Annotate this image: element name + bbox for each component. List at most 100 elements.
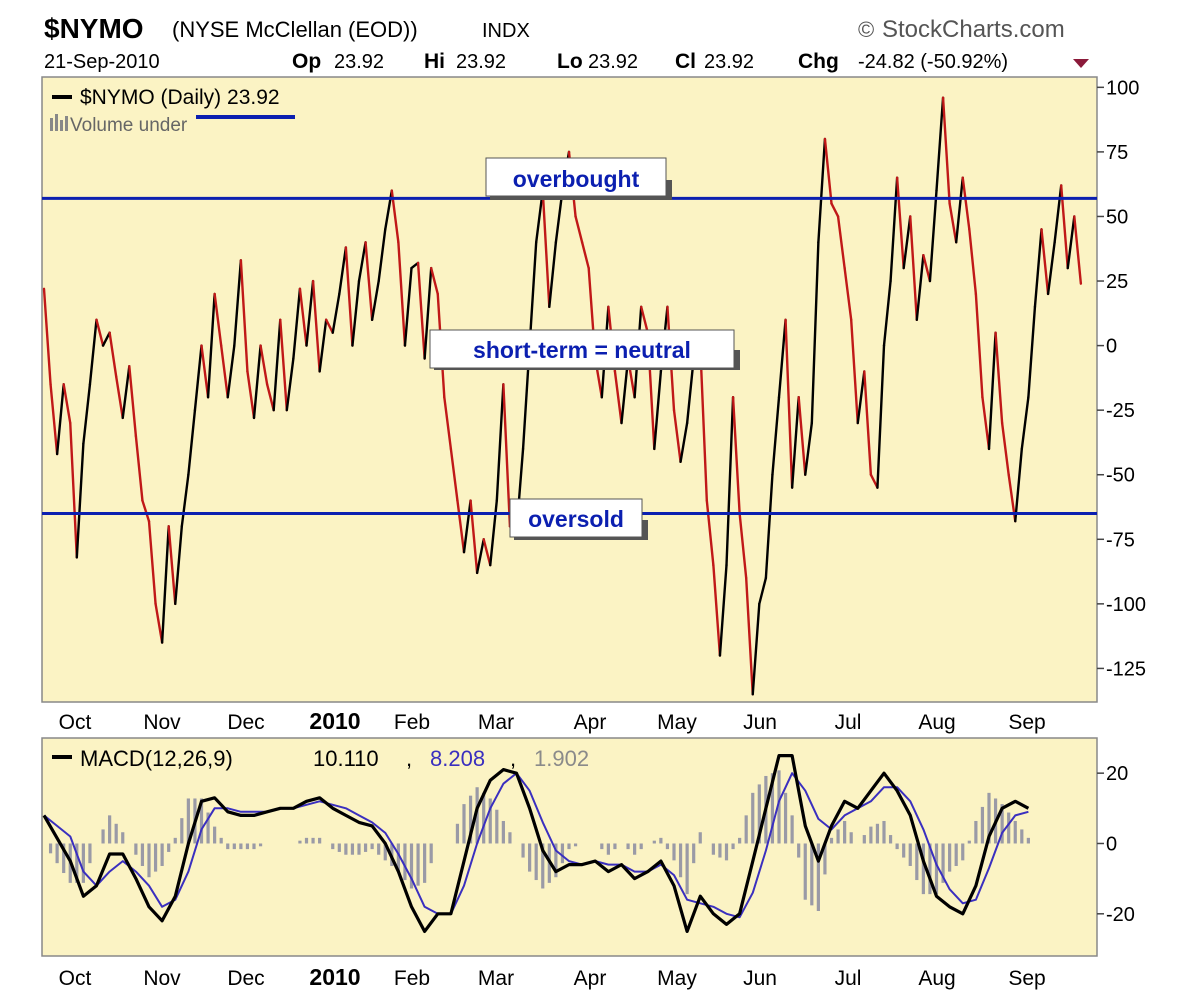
nymo-segment [863, 370, 873, 476]
nymo-segment [882, 279, 892, 347]
hi-label: Hi [424, 50, 445, 73]
down-triangle-icon [1073, 59, 1089, 68]
nymo-segment [1040, 228, 1050, 296]
main-y-tick-label: -25 [1106, 400, 1135, 422]
macd-hist-bar [974, 820, 978, 844]
nymo-segment [42, 287, 52, 386]
macd-hist-bar [403, 843, 407, 881]
nymo-segment [187, 408, 197, 476]
nymo-segment [154, 602, 164, 644]
nymo-segment [377, 228, 387, 283]
nymo-segment [370, 279, 380, 321]
signal-value: 8.208 [430, 746, 485, 771]
nymo-segment [101, 331, 111, 347]
macd-hist-bar [186, 798, 190, 844]
macd-hist-bar [961, 843, 965, 861]
nymo-segment [482, 538, 492, 567]
overbought-label: overbought [513, 166, 640, 192]
macd-hist-bar [777, 770, 781, 844]
nymo-segment [259, 344, 269, 386]
macd-hist-bar [134, 843, 138, 855]
macd-hist-bar [698, 832, 702, 844]
nymo-segment [725, 396, 735, 567]
macd-y-axis: 20 0 -20 [1097, 763, 1135, 926]
nymo-segment [902, 215, 912, 270]
macd-hist-bar [1026, 837, 1030, 844]
macd-hist-bar [757, 784, 761, 844]
nymo-segment [1033, 228, 1043, 309]
main-x-tick-label: Jul [835, 711, 862, 734]
macd-hist-bar [429, 843, 433, 864]
nymo-segment [364, 241, 374, 321]
nymo-segment [174, 525, 184, 606]
nymo-segment [928, 189, 938, 283]
nymo-segment [574, 215, 584, 244]
macd-hist-bar [508, 832, 512, 844]
nymo-segment [311, 279, 321, 373]
macd-hist-bar [678, 843, 683, 878]
macd-hist-bar [941, 843, 945, 883]
nymo-segment [95, 318, 105, 347]
macd-hist-bar [672, 843, 676, 861]
nymo-segment [823, 137, 833, 205]
main-x-tick-label: Nov [143, 711, 181, 734]
neutral-annotation: short-term = neutral [429, 329, 740, 370]
main-x-tick-label: May [657, 711, 697, 734]
macd-hist-bar [258, 843, 263, 847]
nymo-segment [968, 228, 978, 296]
macd-hist-bar [829, 837, 834, 844]
nymo-segment [88, 318, 98, 386]
nymo-segment [239, 259, 249, 373]
nymo-segment [653, 370, 663, 451]
main-x-tick-label: Apr [574, 711, 607, 734]
lo-label: Lo [557, 50, 583, 73]
oversold-label: oversold [528, 506, 624, 532]
macd-hist-bar [606, 843, 610, 855]
nymo-segment [324, 318, 334, 334]
nymo-segment [141, 499, 151, 523]
macd-hist-bar [62, 843, 66, 874]
macd-hist-bar [363, 843, 368, 852]
nymo-segment [55, 383, 65, 456]
macd-hist-bar [468, 795, 473, 844]
signal-line [43, 772, 1029, 919]
macd-hist-bar [147, 843, 151, 878]
nymo-segment [1000, 421, 1010, 476]
macd-hist-bar [915, 843, 919, 881]
macd-x-tick-label: Oct [59, 967, 92, 990]
macd-hist-bar [383, 843, 387, 861]
macd-hist-bar [869, 826, 873, 844]
nymo-segment [712, 563, 722, 657]
main-x-tick-label: Oct [59, 711, 92, 734]
macd-hist-bar [810, 843, 814, 906]
nymo-segment [285, 357, 295, 412]
main-x-tick-label: Sep [1008, 711, 1045, 734]
macd-hist-bar [921, 843, 925, 895]
legend-volume: Volume under [70, 115, 188, 136]
macd-x-tick-label: Dec [227, 967, 264, 990]
macd-hist-bar [751, 792, 755, 844]
nymo-segment [909, 215, 919, 321]
nymo-segment [672, 408, 682, 464]
main-y-tick-label: -50 [1106, 465, 1135, 487]
op-label: Op [292, 50, 321, 73]
nymo-segment [784, 318, 794, 489]
macd-hist-bar [396, 843, 400, 872]
nymo-segment [528, 241, 538, 347]
macd-hist-bar [934, 843, 939, 895]
macd-hist-bar [948, 843, 952, 872]
nymo-segment [849, 318, 859, 425]
hist-value: 1.902 [534, 746, 589, 771]
macd-hist-bar [199, 798, 204, 844]
nymo-segment [954, 176, 964, 244]
nymo-segment [357, 241, 367, 283]
nymo-segment [948, 202, 958, 244]
nymo-segment [541, 189, 551, 309]
brand-label: StockCharts.com [882, 16, 1065, 43]
macd-hist-bar [862, 835, 866, 844]
nymo-segment [206, 292, 216, 399]
macd-value: 10.110 [313, 746, 379, 771]
nymo-segment [1046, 241, 1056, 296]
nymo-segment [961, 176, 971, 231]
macd-hist-bar [685, 843, 689, 895]
